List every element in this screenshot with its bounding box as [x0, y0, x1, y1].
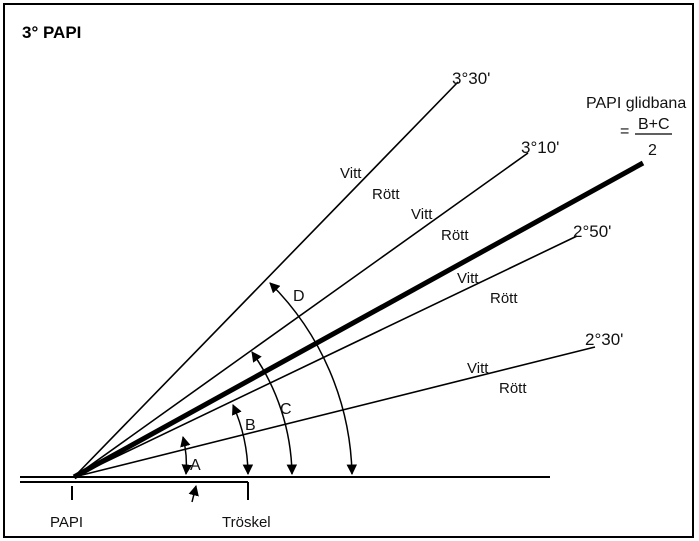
line-3-10	[73, 152, 529, 478]
arc-label-b: B	[245, 417, 256, 434]
threshold-label: Tröskel	[222, 514, 271, 531]
papi-label: PAPI	[50, 514, 83, 531]
line-2-30	[73, 346, 596, 478]
arc-label-a: A	[190, 457, 201, 474]
red-label-4: Rött	[499, 380, 527, 397]
arc-label-c: C	[280, 401, 292, 418]
line-3-30	[73, 81, 459, 478]
glidepath-line	[72, 160, 645, 480]
red-label-3: Rött	[490, 290, 518, 307]
height-arrow	[188, 484, 199, 503]
red-label-2: Rött	[441, 227, 469, 244]
arc-a	[180, 435, 193, 476]
line-2-50	[73, 235, 578, 478]
glidepath-equals: =	[620, 123, 629, 140]
glidepath-denominator: 2	[648, 142, 657, 159]
angle-label-2-50: 2°50'	[573, 222, 611, 241]
angle-label-2-30: 2°30'	[585, 330, 623, 349]
angle-label-3-30: 3°30'	[452, 69, 490, 88]
white-label-2: Vitt	[411, 206, 433, 223]
angle-label-3-10: 3°10'	[521, 138, 559, 157]
diagram-title: 3° PAPI	[22, 23, 81, 42]
glidepath-numerator: B+C	[638, 116, 670, 133]
white-label-1: Vitt	[340, 165, 362, 182]
white-label-4: Vitt	[467, 360, 489, 377]
arc-label-d: D	[293, 288, 305, 305]
arc-b	[232, 404, 254, 476]
white-label-3: Vitt	[457, 270, 479, 287]
glidepath-label: PAPI glidbana	[586, 95, 686, 112]
red-label-1: Rött	[372, 186, 400, 203]
arc-d	[269, 282, 358, 476]
